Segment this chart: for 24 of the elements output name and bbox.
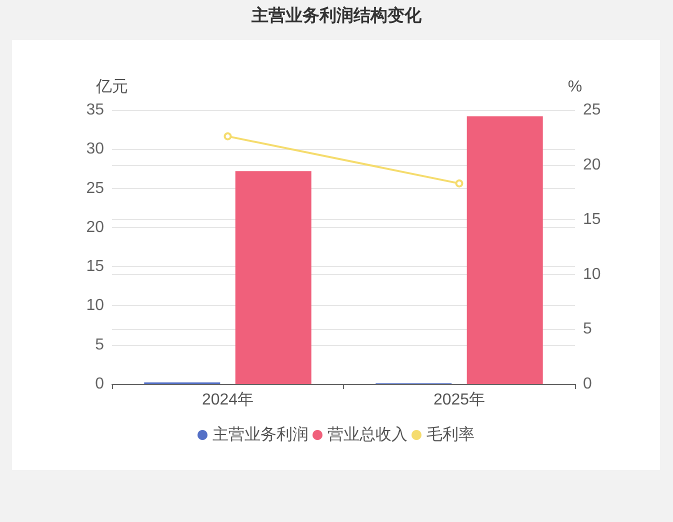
y2-tick-label: 10 — [583, 266, 601, 283]
y-axis-title: 亿元 — [95, 78, 128, 96]
legend-label: 毛利率 — [426, 426, 474, 444]
y2-tick-label: 25 — [583, 102, 601, 118]
y2-tick-label: 0 — [583, 376, 592, 392]
y2-tick-label: 20 — [583, 156, 601, 174]
y2-tick-label: 15 — [583, 211, 601, 228]
y-tick-label: 35 — [86, 102, 104, 118]
y-tick-label: 25 — [86, 180, 104, 197]
x-tick-label: 2024年 — [202, 392, 254, 408]
y-tick-label: 15 — [86, 258, 104, 276]
y-tick-label: 20 — [86, 218, 104, 236]
bar — [235, 171, 312, 384]
x-tick-label: 2025年 — [433, 392, 486, 408]
y-tick-label: 10 — [86, 297, 104, 314]
legend-label: 营业总收入 — [328, 426, 408, 444]
chart-title: 主营业务利润结构变化 — [250, 5, 422, 27]
y-tick-label: 0 — [95, 376, 104, 392]
y-tick-label: 30 — [86, 140, 104, 158]
y2-tick-label: 5 — [583, 320, 592, 338]
bar — [466, 116, 543, 384]
y-tick-label: 5 — [95, 336, 104, 354]
legend-label: 主营业务利润 — [212, 426, 308, 444]
y2-axis-title: % — [568, 78, 582, 96]
